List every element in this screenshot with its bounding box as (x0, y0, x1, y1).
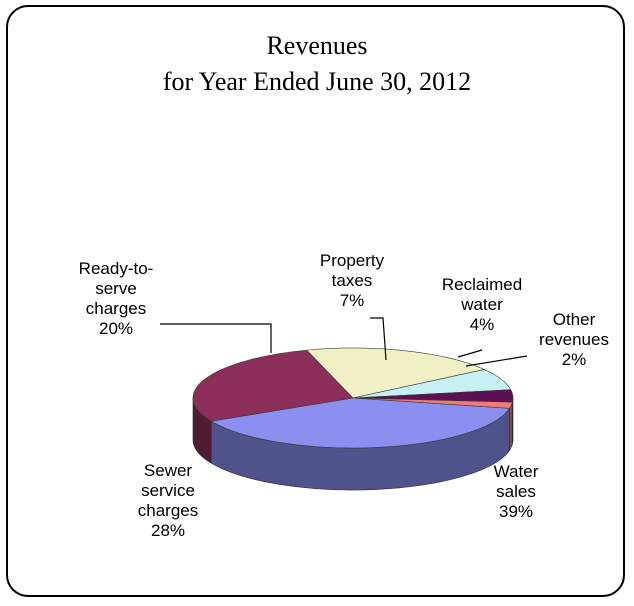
sewer-service-charges-value-label: 28% (151, 521, 185, 540)
chart-title: Revenues (266, 31, 368, 60)
ready-to-serve-charges-label-line: charges (86, 299, 146, 318)
other-revenues-label-line: revenues (539, 330, 609, 349)
other-revenues-side (509, 402, 513, 452)
reclaimed-water-value-label: 4% (470, 315, 495, 334)
water-sales-slice (210, 397, 511, 449)
property-taxes-label-line: taxes (332, 271, 373, 290)
sewer-service-charges-label: Sewer service charges 28% (138, 461, 198, 540)
sewer-service-charges-slice (192, 349, 354, 422)
slice-labels: Water sales 39%Sewer service charges 28%Ready… (79, 251, 609, 540)
property-taxes-label: Property taxes 7% (320, 251, 385, 310)
reclaimed-water-label: Reclaimed water 4% (442, 275, 522, 334)
ready-to-serve-charges-label-line: serve (95, 279, 137, 298)
ready-to-serve-charges-leader-line (160, 323, 272, 353)
ready-to-serve-charges-label-line: Ready-to- (79, 259, 154, 278)
other-revenues-label: Other revenues 2% (539, 310, 609, 369)
chart-frame (6, 5, 625, 597)
sewer-service-charges-label-line: charges (138, 501, 198, 520)
ready-to-serve-charges-value-label: 20% (99, 319, 133, 338)
reclaimed-water-label-line: water (460, 295, 503, 314)
sewer-service-charges-label-line: service (141, 481, 195, 500)
water-sales-label-line: Water (494, 462, 539, 481)
other-revenues-label-line: Other (553, 310, 596, 329)
reclaimed-water-label-line: Reclaimed (442, 275, 522, 294)
property-taxes-label-line: Property (320, 251, 385, 270)
chart-subtitle: for Year Ended June 30, 2012 (162, 67, 472, 96)
other-revenues-slice (352, 397, 513, 409)
other-revenues-leader-line (465, 355, 528, 367)
water-sales-label-line: sales (496, 482, 536, 501)
chart-title-block: Revenues for Year Ended June 30, 2012 (0, 28, 634, 100)
ready-to-serve-charges-label: Ready-to-serve charges 20% (79, 259, 154, 338)
water-sales-value-label: 39% (499, 502, 533, 521)
other-revenues-value-label: 2% (562, 350, 587, 369)
leader-lines (160, 317, 528, 367)
property-taxes-value-label: 7% (340, 291, 365, 310)
pie-tops (192, 347, 514, 449)
sewer-service-charges-label-line: Sewer (144, 461, 193, 480)
property-taxes-leader-line (370, 317, 387, 361)
water-sales-label: Water sales 39% (494, 462, 539, 521)
reclaimed-water-leader-line (457, 349, 483, 358)
